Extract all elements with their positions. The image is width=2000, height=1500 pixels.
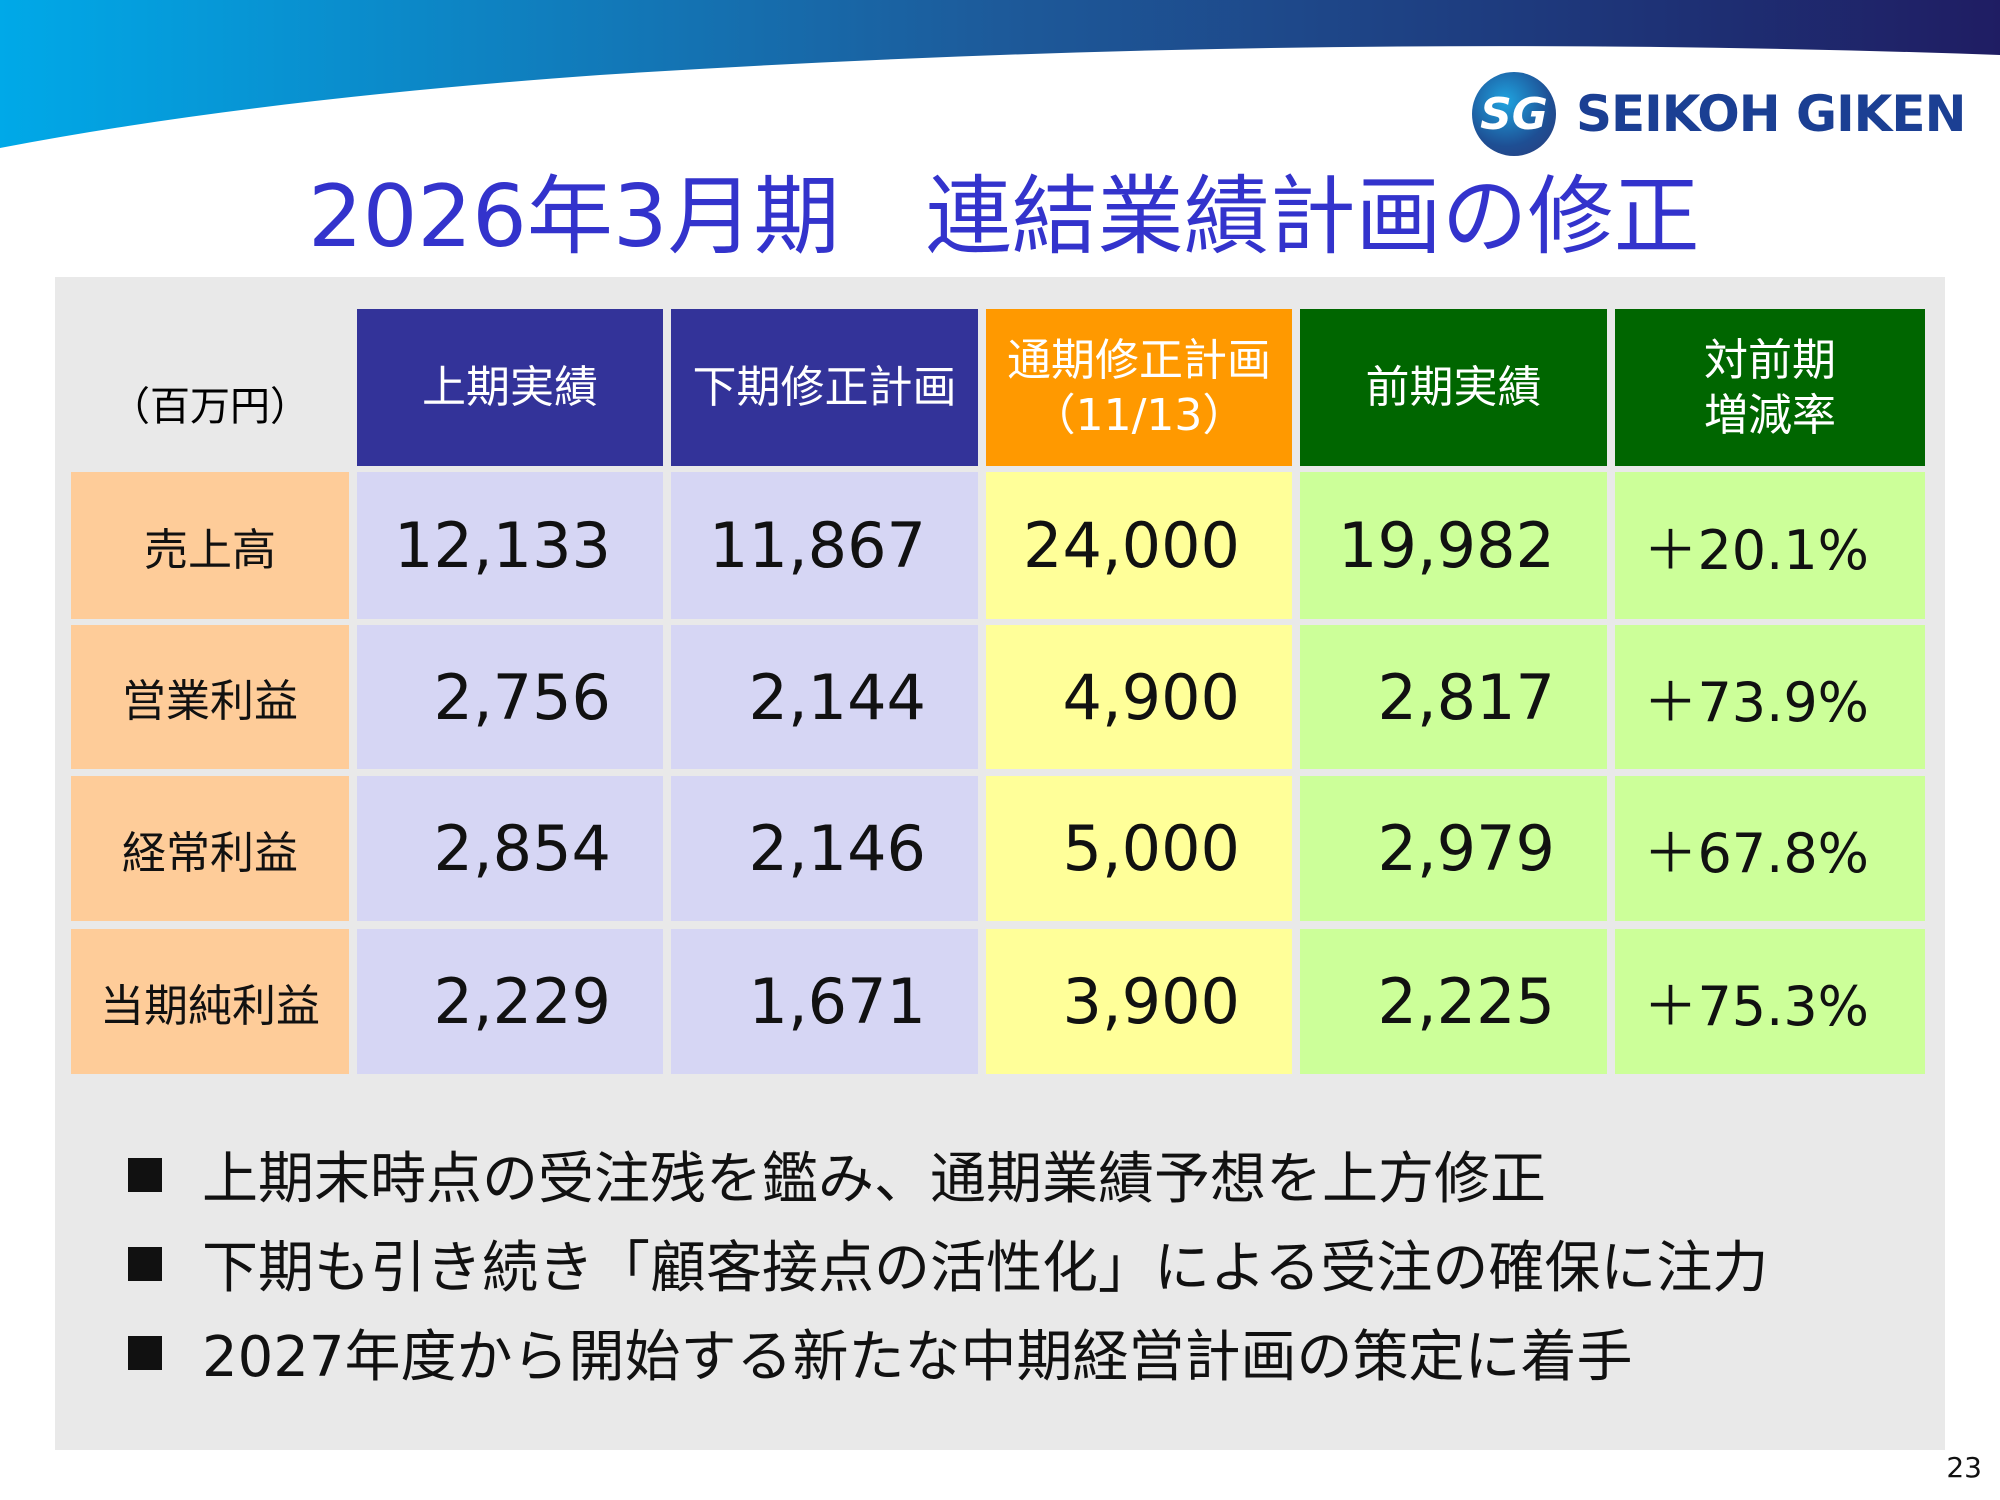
table-cell-text: 11,867: [709, 509, 926, 582]
table-cell: 2,979: [1300, 776, 1607, 921]
column-header-text: 下期修正計画: [692, 362, 957, 413]
column-header-text: 前期実績: [1365, 362, 1542, 413]
row-label-text: 営業利益: [122, 676, 298, 727]
bullet-text: 上期末時点の受注残を鑑み、通期業績予想を上方修正: [202, 1147, 1546, 1212]
table-cell-text: 24,000: [1023, 509, 1240, 582]
table-cell-text: 2,817: [1377, 660, 1556, 734]
table-cell: 19,982: [1300, 472, 1607, 619]
square-bullet-icon: [128, 1157, 162, 1192]
table-cell: 2,225: [1300, 929, 1607, 1074]
table-cell: 2,229: [357, 929, 663, 1074]
bullet-text: 下期も引き続き「顧客接点の活性化」による受注の確保に注力: [202, 1236, 1769, 1301]
bullet-item: 2027年度から開始する新たな中期経営計画の策定に着手: [128, 1308, 1768, 1397]
square-bullet-icon: [128, 1246, 162, 1281]
table-cell: 2,146: [671, 776, 978, 921]
row-label: 売上高: [71, 472, 349, 619]
table-cell-text: ＋20.1%: [1643, 519, 1869, 582]
square-bullet-icon: [128, 1335, 162, 1370]
column-header: 下期修正計画: [671, 309, 978, 466]
bullet-list: 上期末時点の受注残を鑑み、通期業績予想を上方修正 下期も引き続き「顧客接点の活性…: [128, 1130, 1768, 1397]
column-header-text: 上期実績: [422, 362, 598, 413]
table-cell-text: 2,979: [1377, 812, 1556, 885]
table-cell: 2,144: [671, 625, 978, 769]
table-cell: ＋20.1%: [1615, 472, 1925, 619]
table-cell-text: ＋75.3%: [1643, 975, 1869, 1038]
column-header-text: 対前期 増減率: [1704, 334, 1836, 441]
table-cell-text: ＋67.8%: [1643, 822, 1869, 885]
column-header: 通期修正計画 （11/13）: [986, 309, 1292, 466]
column-header: 前期実績: [1300, 309, 1607, 466]
table-cell: 12,133: [357, 472, 663, 619]
table-cell-text: 19,982: [1338, 509, 1555, 582]
page-number: 23: [1946, 1451, 1982, 1484]
table-cell: 2,817: [1300, 625, 1607, 769]
table-cell: ＋73.9%: [1615, 625, 1925, 769]
table-cell-text: 1,671: [748, 965, 927, 1038]
bullet-text: 2027年度から開始する新たな中期経営計画の策定に着手: [202, 1325, 1633, 1390]
table-cell-text: ＋73.9%: [1643, 670, 1869, 734]
table-cell-text: 2,146: [748, 812, 927, 885]
table-cell-text: 4,900: [1062, 660, 1241, 734]
row-label-text: 売上高: [144, 524, 276, 576]
unit-label-text: （百万円）: [110, 383, 310, 430]
table-cell: 4,900: [986, 625, 1292, 769]
table-cell: ＋75.3%: [1615, 929, 1925, 1074]
company-logo: SG SEIKOH GIKEN: [1472, 72, 1966, 156]
page-title: 2026年3月期 連結業績計画の修正: [308, 167, 1700, 267]
table-cell: 24,000: [986, 472, 1292, 619]
header-band: [0, 0, 2000, 148]
table-cell-text: 12,133: [394, 509, 611, 582]
row-label-text: 経常利益: [122, 827, 298, 879]
unit-label: （百万円）: [71, 309, 349, 466]
table-cell: ＋67.8%: [1615, 776, 1925, 921]
row-label: 営業利益: [71, 625, 349, 769]
table-cell: 1,671: [671, 929, 978, 1074]
table-cell-text: 3,900: [1062, 965, 1241, 1038]
row-label: 経常利益: [71, 776, 349, 921]
logo-mark-icon: SG: [1472, 72, 1556, 156]
table-cell-text: 2,229: [433, 965, 612, 1038]
table-cell-text: 2,756: [433, 660, 612, 734]
column-header-text: 通期修正計画 （11/13）: [1007, 334, 1271, 441]
table-cell: 11,867: [671, 472, 978, 619]
bullet-item: 上期末時点の受注残を鑑み、通期業績予想を上方修正: [128, 1130, 1768, 1219]
row-label: 当期純利益: [71, 929, 349, 1074]
column-header: 対前期 増減率: [1615, 309, 1925, 466]
row-label-text: 当期純利益: [100, 980, 320, 1032]
table-cell-text: 2,144: [748, 660, 927, 734]
bullet-item: 下期も引き続き「顧客接点の活性化」による受注の確保に注力: [128, 1219, 1768, 1308]
table-cell: 5,000: [986, 776, 1292, 921]
column-header: 上期実績: [357, 309, 663, 466]
table-cell: 3,900: [986, 929, 1292, 1074]
table-cell-text: 2,225: [1377, 965, 1556, 1038]
table-cell: 2,854: [357, 776, 663, 921]
logo-text: SEIKOH GIKEN: [1576, 85, 1966, 143]
table-cell-text: 2,854: [433, 812, 612, 885]
table-cell: 2,756: [357, 625, 663, 769]
table-cell-text: 5,000: [1062, 812, 1241, 885]
